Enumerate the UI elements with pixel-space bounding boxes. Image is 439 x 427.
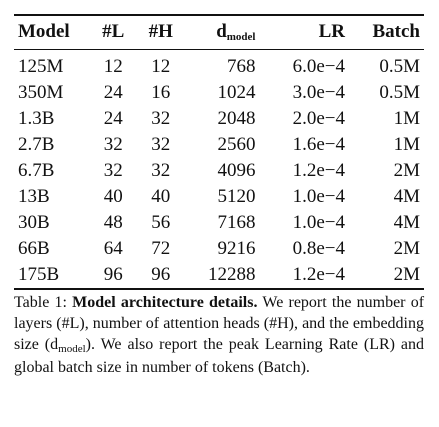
caption-sub: model <box>58 343 86 355</box>
cell-layers: 64 <box>103 238 123 259</box>
cell-model: 175B <box>18 264 60 285</box>
cell-d-model: 4096 <box>217 160 256 181</box>
cell-heads: 72 <box>151 238 171 259</box>
table-row: 6.7B 32 32 4096 1.2e−4 2M <box>14 158 424 184</box>
cell-d-model: 768 <box>227 56 256 77</box>
cell-batch: 1M <box>393 134 420 155</box>
header-d-model: dmodel <box>185 15 260 50</box>
cell-model: 350M <box>18 82 64 103</box>
cell-batch: 1M <box>393 108 420 129</box>
cell-batch: 2M <box>393 238 420 259</box>
header-model: Model <box>18 20 70 42</box>
table-row: 1.3B 24 32 2048 2.0e−4 1M <box>14 106 424 132</box>
cell-layers: 40 <box>103 186 123 207</box>
header-batch: Batch <box>372 20 421 42</box>
cell-model: 13B <box>18 186 50 207</box>
cell-batch: 2M <box>393 160 420 181</box>
cell-lr: 1.6e−4 <box>292 134 345 155</box>
cell-layers: 32 <box>103 160 123 181</box>
cell-d-model: 12288 <box>208 264 256 285</box>
table-row: 13B 40 40 5120 1.0e−4 4M <box>14 184 424 210</box>
header-d-sub: model <box>226 30 256 43</box>
table-row: 125M 12 12 768 6.0e−4 0.5M <box>14 50 424 81</box>
table-row: 175B 96 96 12288 1.2e−4 2M <box>14 262 424 289</box>
cell-batch: 4M <box>393 186 420 207</box>
cell-heads: 96 <box>151 264 171 285</box>
cell-heads: 56 <box>151 212 171 233</box>
table-row: 30B 48 56 7168 1.0e−4 4M <box>14 210 424 236</box>
header-layers: #L <box>102 20 125 42</box>
cell-layers: 12 <box>103 56 123 77</box>
cell-model: 30B <box>18 212 50 233</box>
cell-lr: 0.8e−4 <box>292 238 345 259</box>
cell-batch: 0.5M <box>379 56 420 77</box>
header-d-main: d <box>216 20 227 42</box>
table-header-row: Model #L #H dmodel LR Batch <box>14 15 424 50</box>
table-row: 66B 64 72 9216 0.8e−4 2M <box>14 236 424 262</box>
cell-model: 1.3B <box>18 108 55 129</box>
caption-text-2: ). We also report the peak Learning Rate… <box>14 336 424 376</box>
cell-model: 2.7B <box>18 134 55 155</box>
cell-lr: 6.0e−4 <box>292 56 345 77</box>
cell-layers: 96 <box>103 264 123 285</box>
cell-d-model: 1024 <box>217 82 256 103</box>
cell-model: 66B <box>18 238 50 259</box>
table-caption: Table 1: Model architecture details. We … <box>14 292 424 378</box>
cell-d-model: 2560 <box>217 134 256 155</box>
cell-batch: 2M <box>393 264 420 285</box>
cell-lr: 1.2e−4 <box>292 264 345 285</box>
cell-heads: 16 <box>151 82 171 103</box>
cell-lr: 3.0e−4 <box>292 82 345 103</box>
cell-layers: 32 <box>103 134 123 155</box>
cell-batch: 4M <box>393 212 420 233</box>
header-heads: #H <box>148 20 173 42</box>
caption-label: Table 1: <box>14 294 67 311</box>
table-row: 2.7B 32 32 2560 1.6e−4 1M <box>14 132 424 158</box>
cell-lr: 1.0e−4 <box>292 212 345 233</box>
cell-heads: 32 <box>151 108 171 129</box>
cell-heads: 32 <box>151 160 171 181</box>
model-architecture-table: Model #L #H dmodel LR Batch 125M 12 12 768 6… <box>14 14 424 290</box>
cell-heads: 40 <box>151 186 171 207</box>
cell-lr: 1.0e−4 <box>292 186 345 207</box>
cell-lr: 2.0e−4 <box>292 108 345 129</box>
caption-title: Model architecture details. <box>72 294 258 311</box>
cell-heads: 12 <box>151 56 171 77</box>
cell-d-model: 7168 <box>217 212 256 233</box>
table-body: 125M 12 12 768 6.0e−4 0.5M 350M 24 16 1024 3.0e−4 0… <box>14 50 424 289</box>
cell-lr: 1.2e−4 <box>292 160 345 181</box>
cell-layers: 24 <box>103 108 123 129</box>
cell-d-model: 5120 <box>217 186 256 207</box>
cell-model: 125M <box>18 56 64 77</box>
table-row: 350M 24 16 1024 3.0e−4 0.5M <box>14 80 424 106</box>
cell-layers: 48 <box>103 212 123 233</box>
cell-heads: 32 <box>151 134 171 155</box>
cell-d-model: 9216 <box>217 238 256 259</box>
caption-text-1: We report the number of layers (#L), num… <box>14 294 425 353</box>
cell-batch: 0.5M <box>379 82 420 103</box>
cell-layers: 24 <box>103 82 123 103</box>
cell-d-model: 2048 <box>217 108 256 129</box>
header-lr: LR <box>318 20 345 42</box>
cell-model: 6.7B <box>18 160 55 181</box>
